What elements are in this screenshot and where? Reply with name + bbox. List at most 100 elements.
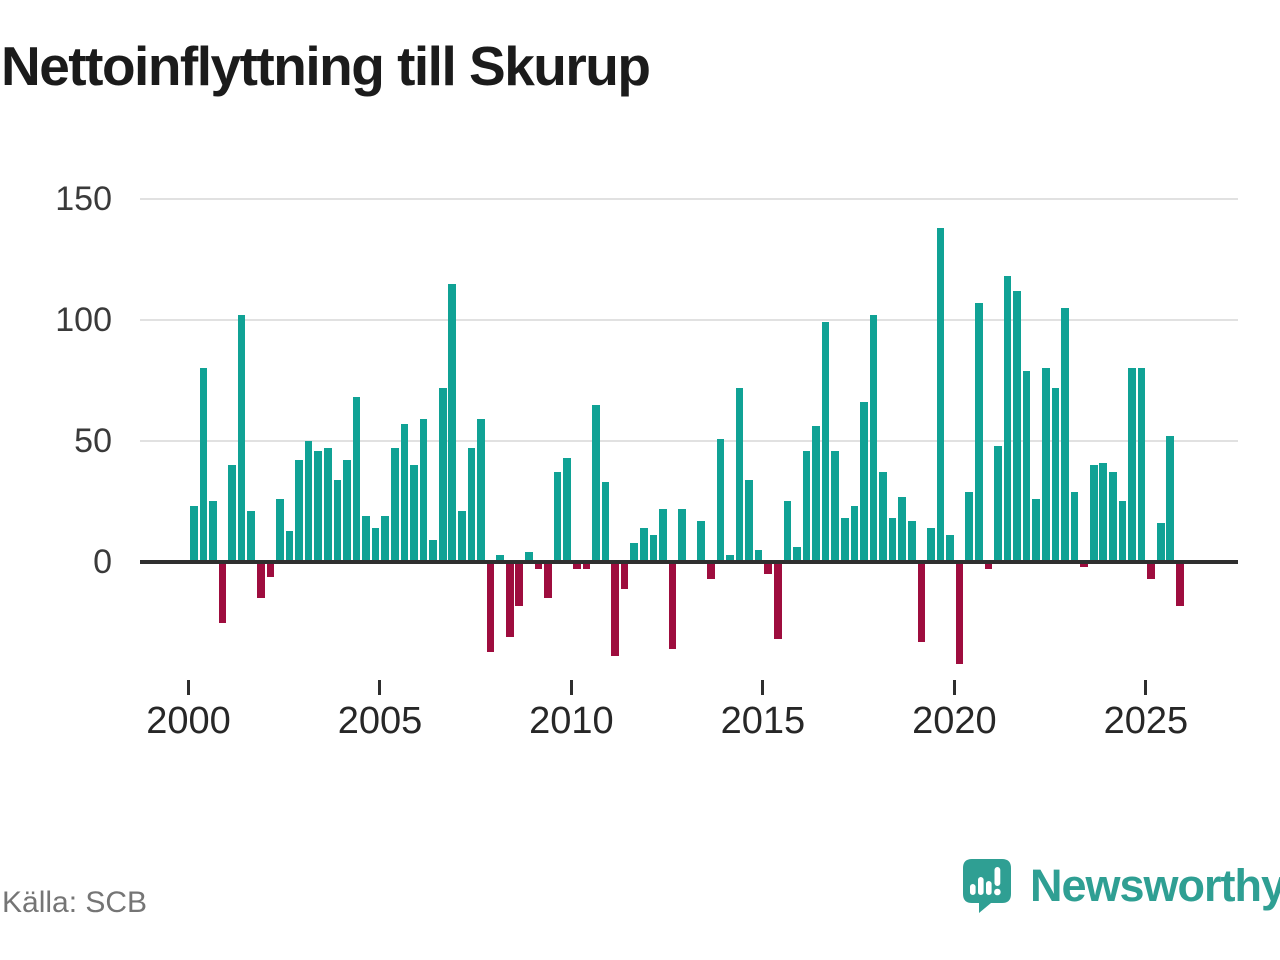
bar-2019q4 (946, 535, 954, 562)
bar-2020q4 (984, 562, 993, 570)
x-axis-line (140, 560, 1238, 564)
bar-2002q4 (295, 460, 303, 562)
bar-2015q4 (793, 547, 801, 562)
bar-2015q2 (773, 562, 782, 640)
bar-2009q3 (553, 472, 562, 562)
bar-2021q2 (1003, 276, 1012, 562)
bar-2011q3 (630, 542, 638, 562)
bar-2000q2 (199, 368, 208, 562)
bar-2017q1 (840, 518, 849, 562)
x-axis-label-2020: 2020 (912, 700, 997, 742)
bar-2018q3 (898, 496, 907, 562)
x-axis-label-2015: 2015 (720, 700, 806, 742)
x-axis-tick-2010 (569, 680, 573, 695)
bar-2011q4 (639, 528, 648, 562)
bar-2010q3 (592, 404, 600, 562)
chart-title: Nettoinflyttning till Skurup (1, 35, 651, 97)
bar-2000q1 (190, 506, 198, 562)
bar-2020q1 (955, 562, 964, 664)
bar-2006q4 (448, 283, 457, 562)
bar-2001q3 (247, 511, 256, 562)
bar-2004q4 (371, 528, 380, 562)
gridline-50 (140, 439, 1238, 442)
bar-2010q4 (601, 482, 610, 562)
bar-2025q3 (1166, 436, 1175, 562)
bar-2007q3 (477, 419, 485, 562)
bar-2010q1 (572, 562, 581, 570)
bar-2012q3 (668, 562, 677, 650)
bar-2017q4 (869, 315, 878, 562)
bar-2001q4 (257, 562, 265, 599)
brand-lockup: Newsworthy (962, 858, 1280, 914)
bar-2001q1 (228, 465, 236, 562)
bar-2003q3 (324, 448, 332, 562)
x-axis-tick-2025 (1144, 680, 1148, 695)
x-axis-label-2005: 2005 (337, 700, 423, 742)
bar-2011q2 (620, 562, 629, 589)
bar-2014q2 (735, 387, 744, 562)
bar-2000q4 (218, 562, 227, 623)
bar-2008q1 (496, 554, 504, 562)
bar-2018q2 (888, 518, 897, 562)
x-axis-label-2025: 2025 (1103, 700, 1189, 742)
gridline-100 (140, 318, 1238, 321)
bar-2013q3 (706, 562, 715, 579)
bar-2024q1 (1109, 472, 1117, 562)
bar-2022q3 (1051, 387, 1060, 562)
bar-2014q3 (745, 479, 753, 562)
bar-2005q3 (400, 424, 409, 562)
bar-2024q3 (1128, 368, 1136, 562)
bar-2015q1 (764, 562, 772, 575)
bar-2015q3 (783, 501, 792, 562)
bar-2008q4 (525, 552, 533, 562)
y-axis-label-0: 0 (93, 543, 112, 581)
bar-2021q1 (994, 445, 1002, 562)
source-caption: Källa: SCB (2, 886, 148, 919)
y-axis-label-150: 150 (55, 179, 112, 218)
bar-2011q1 (611, 562, 619, 657)
bar-2004q1 (343, 460, 351, 562)
bar-2005q1 (381, 516, 390, 562)
bar-2019q3 (936, 227, 945, 562)
bar-2004q2 (352, 397, 361, 562)
bar-2014q4 (754, 549, 763, 562)
bar-2012q4 (678, 508, 686, 562)
bar-2025q4 (1176, 562, 1184, 606)
bar-2002q1 (266, 562, 275, 577)
bar-2016q3 (821, 322, 830, 562)
bar-2000q3 (209, 501, 217, 562)
bar-2016q2 (812, 426, 820, 562)
x-axis-label-2010: 2010 (529, 700, 614, 742)
bar-2008q2 (505, 562, 514, 638)
bar-2013q4 (716, 438, 725, 562)
bar-2012q2 (659, 508, 667, 562)
bar-2013q2 (697, 520, 705, 562)
bar-2023q2 (1080, 562, 1088, 567)
bar-2022q1 (1032, 499, 1041, 562)
bar-2023q1 (1070, 491, 1079, 562)
y-axis-label-100: 100 (55, 300, 112, 339)
x-axis-tick-2005 (378, 680, 382, 695)
bar-2022q4 (1061, 307, 1069, 562)
bar-2009q1 (534, 562, 543, 570)
bar-2019q2 (927, 528, 935, 562)
bar-2012q1 (649, 535, 658, 562)
bar-2016q4 (831, 450, 840, 562)
bar-2016q1 (802, 450, 811, 562)
bar-2021q4 (1022, 370, 1031, 562)
bar-2020q2 (965, 491, 974, 562)
bar-2008q3 (515, 562, 524, 606)
bar-2006q3 (438, 387, 447, 562)
bar-2024q4 (1137, 368, 1146, 562)
bar-2025q2 (1156, 523, 1165, 562)
bar-2005q2 (391, 448, 399, 562)
bar-2017q3 (860, 402, 868, 562)
bar-2010q2 (582, 562, 591, 570)
x-axis-tick-2015 (761, 680, 765, 695)
newsworthy-logo-icon (963, 859, 1011, 913)
bar-2003q4 (333, 479, 342, 562)
bar-2003q2 (314, 450, 323, 562)
bar-2007q1 (458, 511, 466, 562)
x-axis-tick-2020 (952, 680, 956, 695)
